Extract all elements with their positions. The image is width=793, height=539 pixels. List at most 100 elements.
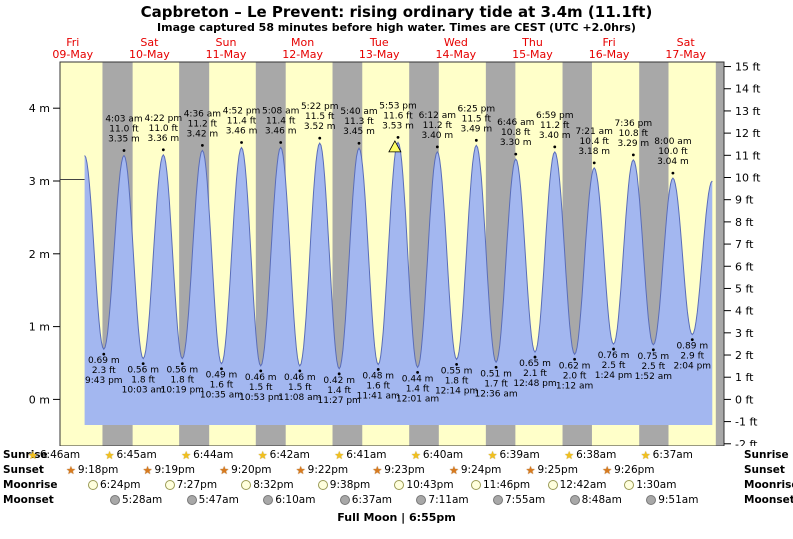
moonrise-icon	[317, 480, 328, 490]
tide-extremum-dot	[357, 141, 361, 145]
tide-extremum-dot	[690, 338, 694, 342]
day-label: Sun	[216, 36, 237, 49]
tide-extremum-dot	[220, 367, 223, 371]
tide-extremum-dot	[279, 141, 283, 144]
low-tide-annotation: 2.0 ft	[563, 371, 587, 381]
moonrise-entry: 9:38pm	[317, 479, 371, 491]
astro-time: 9:19pm	[154, 464, 195, 476]
low-tide-annotation: 0.76 m	[598, 351, 630, 361]
sunrise-icon: ★	[257, 448, 268, 462]
moonset-entry: 5:47am	[186, 494, 239, 506]
low-tide-annotation: 2.5 ft	[602, 361, 626, 371]
tide-extremum-dot	[651, 348, 655, 352]
sunrise-entry: ★ 6:39am	[488, 449, 540, 461]
moon-phase-label: Full Moon | 6:55pm	[337, 511, 456, 524]
low-tide-annotation: 10:19 pm	[161, 386, 204, 396]
right-axis-label: 6 ft	[735, 260, 754, 273]
sunrise-icon: ★	[487, 448, 498, 462]
sunrise-entry: ★ 6:41am	[334, 449, 386, 461]
tide-fill	[84, 142, 713, 425]
high-tide-annotation: 3.36 m	[147, 134, 179, 144]
low-tide-annotation: 1.8 ft	[131, 376, 155, 386]
astro-time: 9:24pm	[460, 464, 502, 476]
high-tide-annotation: 3.29 m	[618, 139, 650, 149]
astro-time: 8:32pm	[253, 479, 294, 491]
tide-extremum-dot	[553, 145, 557, 149]
moonrise-icon	[547, 480, 558, 490]
low-tide-annotation: 12:36 am	[475, 389, 518, 399]
astro-time: 5:28am	[122, 494, 163, 506]
tide-extremum-dot	[494, 365, 498, 369]
low-tide-annotation: 0.44 m	[402, 374, 434, 384]
day-label: Tue	[369, 36, 389, 49]
moonrise-entry: 6:24pm	[88, 479, 140, 491]
astro-row-label: Moonrise	[3, 479, 58, 491]
tide-extremum-dot	[573, 357, 576, 361]
astro-row-label: Moonset	[3, 494, 54, 506]
tide-extremum-dot	[514, 152, 518, 156]
high-tide-annotation: 4:36 am	[184, 109, 221, 119]
day-date-label: 13-May	[359, 48, 400, 61]
day-label: Fri	[603, 36, 616, 49]
high-tide-annotation: 11.3 ft	[344, 117, 374, 127]
day-date-label: 15-May	[512, 48, 553, 61]
moonrise-icon	[394, 480, 405, 490]
low-tide-annotation: 9:43 pm	[85, 376, 123, 386]
moonrise-icon	[241, 480, 252, 490]
moonrise-entry: 10:43pm	[394, 479, 454, 491]
high-tide-annotation: 4:22 pm	[145, 114, 183, 124]
high-tide-annotation: 11.6 ft	[383, 111, 413, 121]
low-tide-annotation: 1.5 ft	[249, 383, 273, 393]
high-tide-annotation: 3.45 m	[343, 127, 375, 137]
low-tide-annotation: 11:41 am	[357, 391, 400, 401]
moonrise-icon	[164, 480, 175, 490]
astro-row-label: Moonset	[744, 494, 793, 506]
day-date-label: 17-May	[665, 48, 706, 61]
moonset-entry: 9:51am	[646, 494, 698, 506]
page-subtitle: Image captured 58 minutes before high wa…	[157, 21, 636, 34]
low-tide-annotation: 0.69 m	[88, 356, 120, 366]
high-tide-annotation: 3.49 m	[460, 124, 492, 134]
tide-extremum-dot	[612, 347, 615, 351]
tide-extremum-dot	[298, 369, 302, 373]
high-tide-annotation: 7:36 pm	[615, 119, 653, 129]
astro-time: 6:38am	[576, 449, 617, 461]
moonset-icon	[493, 495, 503, 505]
tide-extremum-dot	[200, 144, 204, 147]
low-tide-annotation: 0.56 m	[127, 366, 159, 376]
sunrise-icon: ★	[640, 448, 651, 462]
moonset-icon	[646, 495, 657, 505]
sunrise-icon: ★	[28, 448, 38, 462]
high-tide-annotation: 3.40 m	[539, 131, 571, 141]
high-tide-annotation: 3.46 m	[226, 127, 258, 137]
high-tide-annotation: 3.46 m	[265, 127, 297, 137]
high-tide-annotation: 11.4 ft	[266, 117, 296, 127]
left-axis-label: 4 m	[29, 102, 50, 115]
astro-row-sunrise: Sunrise ★ 6:46am ★ 6:45am ★ 6:44am ★ 6:42am ★ 6:41…	[0, 448, 793, 463]
right-axis-label: -1 ft	[735, 416, 758, 429]
astro-time: 6:44am	[193, 449, 234, 461]
astro-time: 9:38pm	[329, 479, 371, 491]
day-label: Thu	[521, 36, 543, 49]
low-tide-annotation: 2.5 ft	[641, 362, 665, 372]
astro-time: 6:41am	[346, 449, 387, 461]
high-tide-annotation: 3.18 m	[578, 147, 610, 157]
high-tide-annotation: 11.5 ft	[305, 112, 335, 122]
sunrise-icon: ★	[334, 448, 345, 462]
tide-extremum-dot	[259, 369, 263, 373]
page-title: Capbreton – Le Prevent: rising ordinary …	[140, 3, 653, 21]
moonrise-icon	[471, 480, 481, 490]
low-tide-annotation: 11:08 am	[278, 393, 321, 403]
high-tide-annotation: 5:40 am	[340, 107, 377, 117]
moonset-entry: 6:37am	[339, 494, 392, 506]
moonset-icon	[339, 495, 350, 505]
high-tide-annotation: 11.2 ft	[188, 119, 218, 129]
low-tide-annotation: 1.4 ft	[406, 384, 430, 394]
tide-extremum-dot	[396, 136, 400, 139]
tide-extremum-dot	[533, 355, 537, 359]
low-tide-annotation: 1.7 ft	[484, 379, 508, 389]
moonset-icon	[416, 495, 427, 505]
low-tide-annotation: 2.9 ft	[680, 352, 704, 362]
high-tide-annotation: 6:59 pm	[536, 111, 574, 121]
